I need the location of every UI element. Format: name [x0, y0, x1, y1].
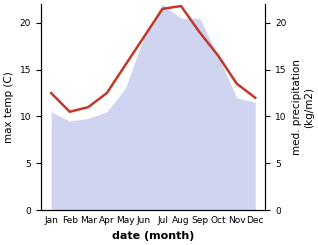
X-axis label: date (month): date (month) — [112, 231, 194, 241]
Y-axis label: med. precipitation
(kg/m2): med. precipitation (kg/m2) — [292, 59, 314, 155]
Y-axis label: max temp (C): max temp (C) — [4, 71, 14, 143]
